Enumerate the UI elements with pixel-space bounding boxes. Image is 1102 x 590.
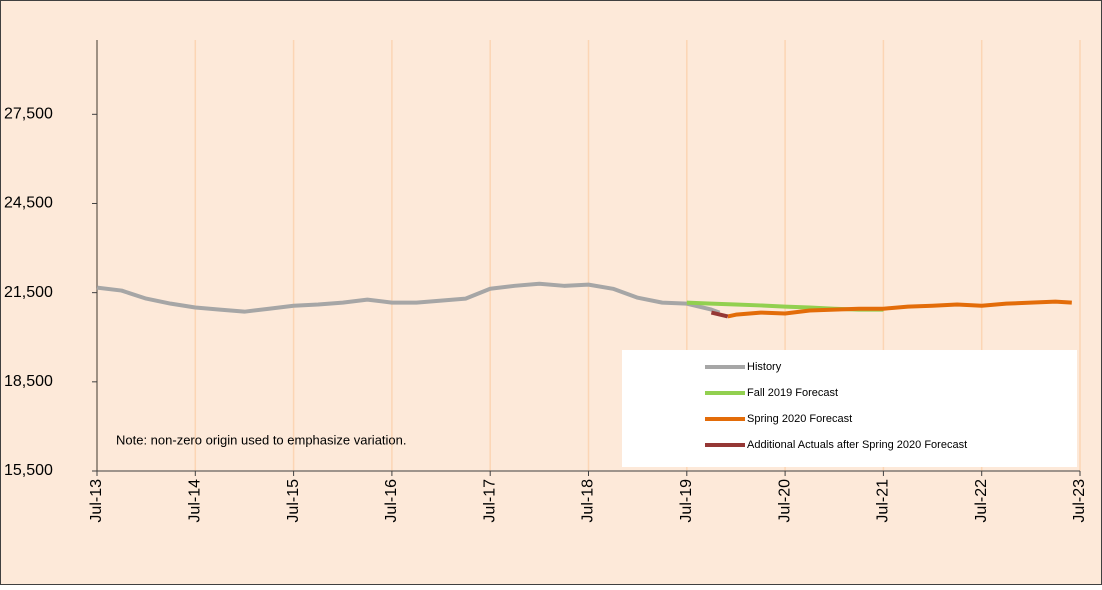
series-line bbox=[710, 310, 729, 319]
x-tick-label: Jul-17 bbox=[481, 479, 498, 523]
y-tick-label: 24,500 bbox=[4, 195, 53, 212]
legend-label: Fall 2019 Forecast bbox=[747, 387, 838, 399]
x-tick-label: Jul-23 bbox=[1071, 479, 1088, 523]
x-tick-label: Jul-15 bbox=[285, 479, 302, 523]
legend-label: History bbox=[747, 361, 782, 373]
y-tick-label: 21,500 bbox=[4, 284, 53, 301]
legend-label: Spring 2020 Forecast bbox=[747, 413, 852, 425]
series-line bbox=[727, 299, 1072, 319]
series-line bbox=[96, 281, 721, 315]
x-tick-label: Jul-19 bbox=[678, 479, 695, 523]
note: Note: non-zero origin used to emphasize … bbox=[116, 432, 407, 447]
legend-label: Additional Actuals after Spring 2020 For… bbox=[747, 439, 967, 451]
x-tick-label: Jul-16 bbox=[383, 479, 400, 523]
x-tick-label: Jul-18 bbox=[580, 479, 597, 523]
x-tick-label: Jul-20 bbox=[776, 479, 793, 523]
legend-box bbox=[622, 350, 1077, 467]
y-tick-label: 15,500 bbox=[4, 462, 53, 479]
y-tick-label: 18,500 bbox=[4, 373, 53, 390]
x-tick-label: Jul-14 bbox=[187, 479, 204, 523]
x-tick-label: Jul-13 bbox=[88, 479, 105, 523]
y-tick-label: 27,500 bbox=[4, 106, 53, 123]
x-tick-label: Jul-21 bbox=[875, 479, 892, 523]
x-tick-label: Jul-22 bbox=[973, 479, 990, 523]
